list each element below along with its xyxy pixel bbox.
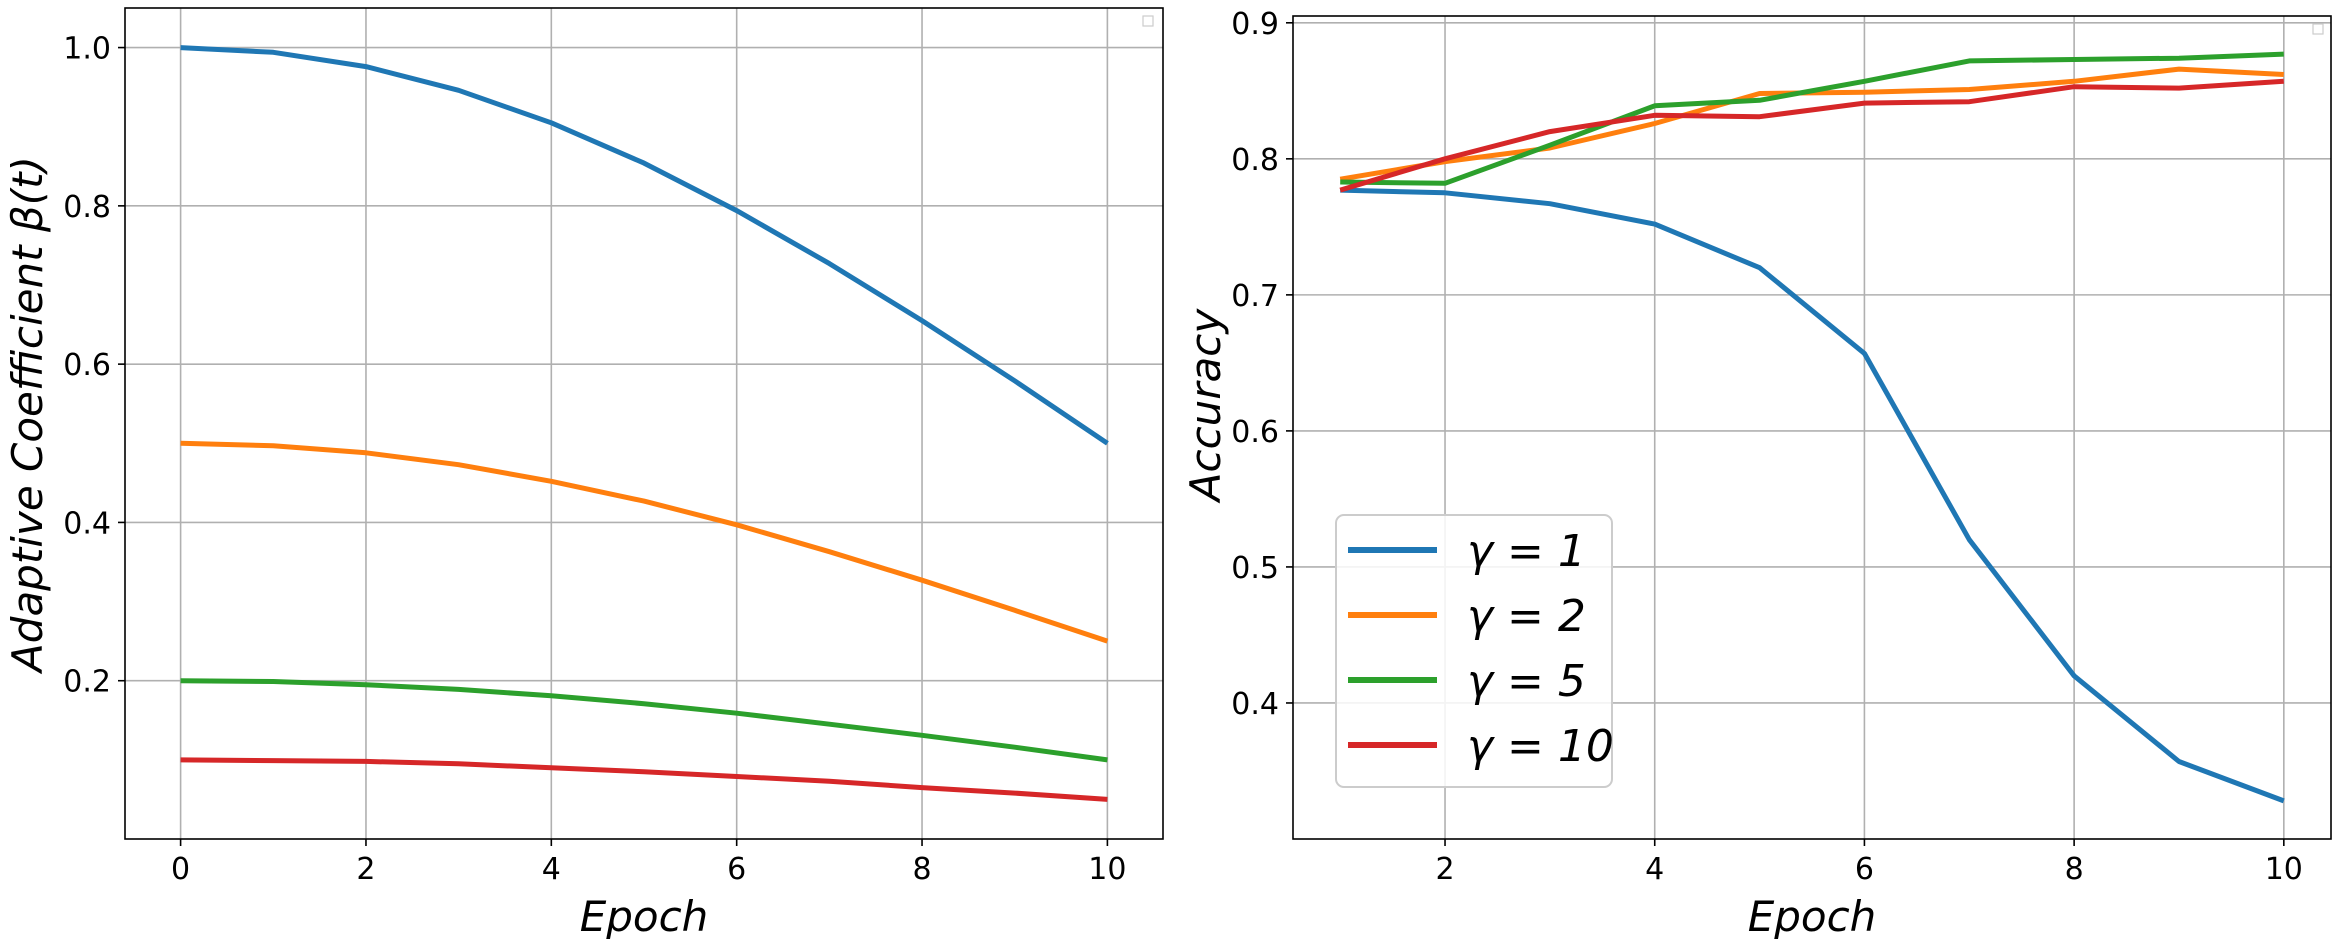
x-tick-label: 6 — [1855, 852, 1874, 887]
legend-item: γ = 1 — [1348, 526, 1586, 577]
series-line-2 — [180, 440, 1109, 644]
series-line-1 — [180, 45, 1109, 446]
y-tick-label: 0.7 — [1231, 279, 1279, 314]
series-group — [180, 45, 1109, 802]
legend: γ = 1 γ = 2 γ = 5 γ = 10 — [1335, 514, 1614, 788]
series-line-5 — [1340, 51, 2284, 186]
series-group — [1339, 51, 2285, 804]
series-line-5 — [180, 678, 1108, 763]
grid — [125, 8, 1163, 839]
legend-label: γ = 5 — [1467, 656, 1586, 707]
y-tick-label: 0.9 — [1231, 7, 1279, 42]
beta-chart: 0 2 4 6 8 10 0.2 0.4 0.6 0.8 1.0 Epoch Adaptive Coef… — [3, 7, 1164, 939]
x-axis: 2 4 6 8 10 — [1435, 839, 2303, 887]
y-axis-label: Accuracy — [1181, 308, 1230, 505]
legend-item: γ = 5 — [1348, 656, 1586, 707]
y-tick-label: 0.4 — [63, 506, 111, 541]
series-line-10 — [180, 757, 1108, 802]
y-tick-label: 0.8 — [63, 190, 111, 225]
legend-item: γ = 10 — [1348, 721, 1614, 772]
y-tick-label: 0.6 — [1231, 415, 1279, 450]
plot-frame — [1292, 15, 2332, 840]
x-axis-label: Epoch — [1748, 892, 1877, 939]
x-tick-label: 10 — [2265, 852, 2303, 887]
legend-frame — [1335, 514, 1613, 788]
x-tick-label: 4 — [542, 852, 561, 887]
y-axis-label: Adaptive Coefficient β(t) — [3, 156, 52, 675]
y-tick-label: 1.0 — [63, 32, 111, 67]
y-tick-label: 0.6 — [63, 348, 111, 383]
y-tick-label: 0.4 — [1231, 687, 1279, 722]
x-tick-label: 4 — [1645, 852, 1664, 887]
x-axis-label: Epoch — [580, 892, 709, 939]
legend-label: γ = 2 — [1467, 591, 1586, 642]
y-axis: 0.4 0.5 0.6 0.7 0.8 0.9 — [1231, 7, 1293, 722]
legend-label: γ = 10 — [1467, 721, 1614, 772]
empty-legend-box — [2312, 23, 2324, 35]
accuracy-chart: 2 4 6 8 10 0.4 0.5 0.6 0.7 0.8 0.9 Epoch Accuracy γ =… — [1181, 7, 2332, 939]
empty-legend-box — [1142, 15, 1154, 27]
legend-label: γ = 1 — [1467, 526, 1586, 577]
y-tick-label: 0.2 — [63, 665, 111, 700]
y-tick-label: 0.8 — [1231, 143, 1279, 178]
x-tick-label: 0 — [171, 852, 190, 887]
plot-frame — [124, 7, 1164, 840]
x-tick-label: 2 — [356, 852, 375, 887]
x-tick-label: 6 — [727, 852, 746, 887]
series-line-1 — [1340, 187, 2285, 804]
x-tick-label: 8 — [912, 852, 931, 887]
y-axis: 0.2 0.4 0.6 0.8 1.0 — [63, 32, 125, 700]
y-tick-label: 0.5 — [1231, 551, 1279, 586]
legend-item: γ = 2 — [1348, 591, 1586, 642]
x-axis: 0 2 4 6 8 10 — [171, 839, 1126, 887]
x-tick-label: 10 — [1088, 852, 1126, 887]
series-line-10 — [1339, 78, 2284, 193]
x-tick-label: 2 — [1435, 852, 1454, 887]
x-tick-label: 8 — [2065, 852, 2084, 887]
